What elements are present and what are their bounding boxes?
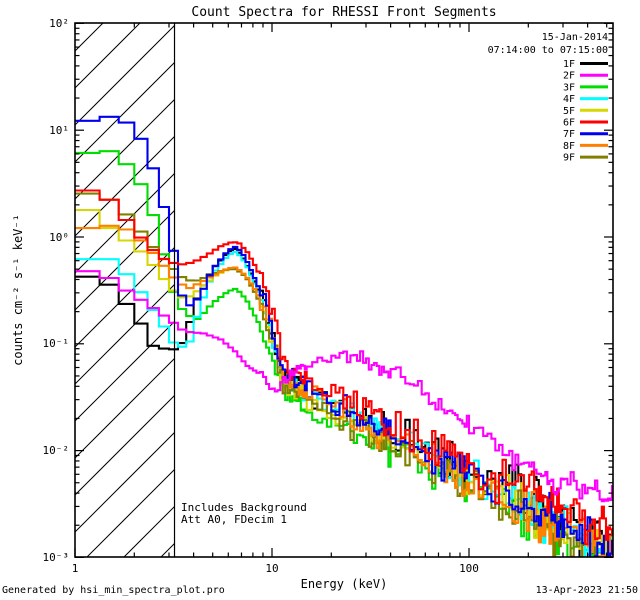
plot-frame-and-ticks — [74, 22, 614, 559]
x-tick-label: 1 — [72, 562, 79, 575]
series-lines — [75, 115, 613, 557]
legend-label: 7F — [563, 129, 575, 140]
legend-label: 4F — [563, 94, 575, 105]
x-tick-label: 10 — [265, 562, 278, 575]
y-tick-label: 10⁰ — [49, 231, 69, 244]
observation-date: 15-Jan-2014 — [542, 32, 608, 43]
series-line-2F — [75, 270, 613, 503]
legend-item: 5F — [563, 106, 608, 117]
y-axis-title: counts cm⁻² s⁻¹ keV⁻¹ — [11, 214, 25, 366]
legend-item: 1F — [563, 59, 608, 70]
legend-label: 2F — [563, 71, 575, 82]
plot-border — [74, 22, 614, 558]
legend-item: 8F — [563, 141, 608, 152]
legend-label: 9F — [563, 153, 575, 164]
legend-label: 3F — [563, 82, 575, 93]
legend-item: 3F — [563, 82, 608, 93]
x-axis-title: Energy (keV) — [301, 577, 388, 591]
annotation-background: Includes Background — [181, 501, 307, 514]
observation-time-range: 07:14:00 to 07:15:00 — [488, 45, 608, 56]
series-line-8F — [75, 224, 613, 557]
y-tick-label: 10⁻¹ — [43, 337, 70, 350]
excluded-region-hatch — [75, 23, 175, 557]
legend-label: 8F — [563, 141, 575, 152]
y-tick-label: 10⁻³ — [43, 551, 70, 564]
legend-item: 6F — [563, 118, 608, 129]
x-axis-tick-labels: 1 10 100 — [72, 562, 479, 575]
legend-label: 6F — [563, 118, 575, 129]
chart-title: Count Spectra for RHESSI Front Segments — [191, 5, 496, 20]
series-line-6F — [75, 189, 613, 546]
y-axis-tick-labels: 10² 10¹ 10⁰ 10⁻¹ 10⁻² 10⁻³ — [43, 17, 70, 564]
footer-timestamp: 13-Apr-2023 21:50 — [536, 585, 638, 596]
legend-item: 4F — [563, 94, 608, 105]
y-tick-label: 10¹ — [49, 124, 69, 137]
legend-item: 2F — [563, 71, 608, 82]
footer-generator: Generated by hsi_min_spectra_plot.pro — [2, 585, 225, 596]
y-tick-label: 10² — [49, 17, 69, 30]
legend: 1F 2F 3F 4F 5F 6F 7F 8F 9F — [563, 59, 608, 164]
legend-label: 1F — [563, 59, 575, 70]
legend-item: 7F — [563, 129, 608, 140]
x-tick-label: 100 — [459, 562, 479, 575]
annotation-attenuator: Att A0, FDecim 1 — [181, 513, 287, 526]
legend-item: 9F — [563, 153, 608, 164]
y-tick-label: 10⁻² — [43, 444, 70, 457]
legend-label: 5F — [563, 106, 575, 117]
series-line-7F — [75, 115, 613, 557]
